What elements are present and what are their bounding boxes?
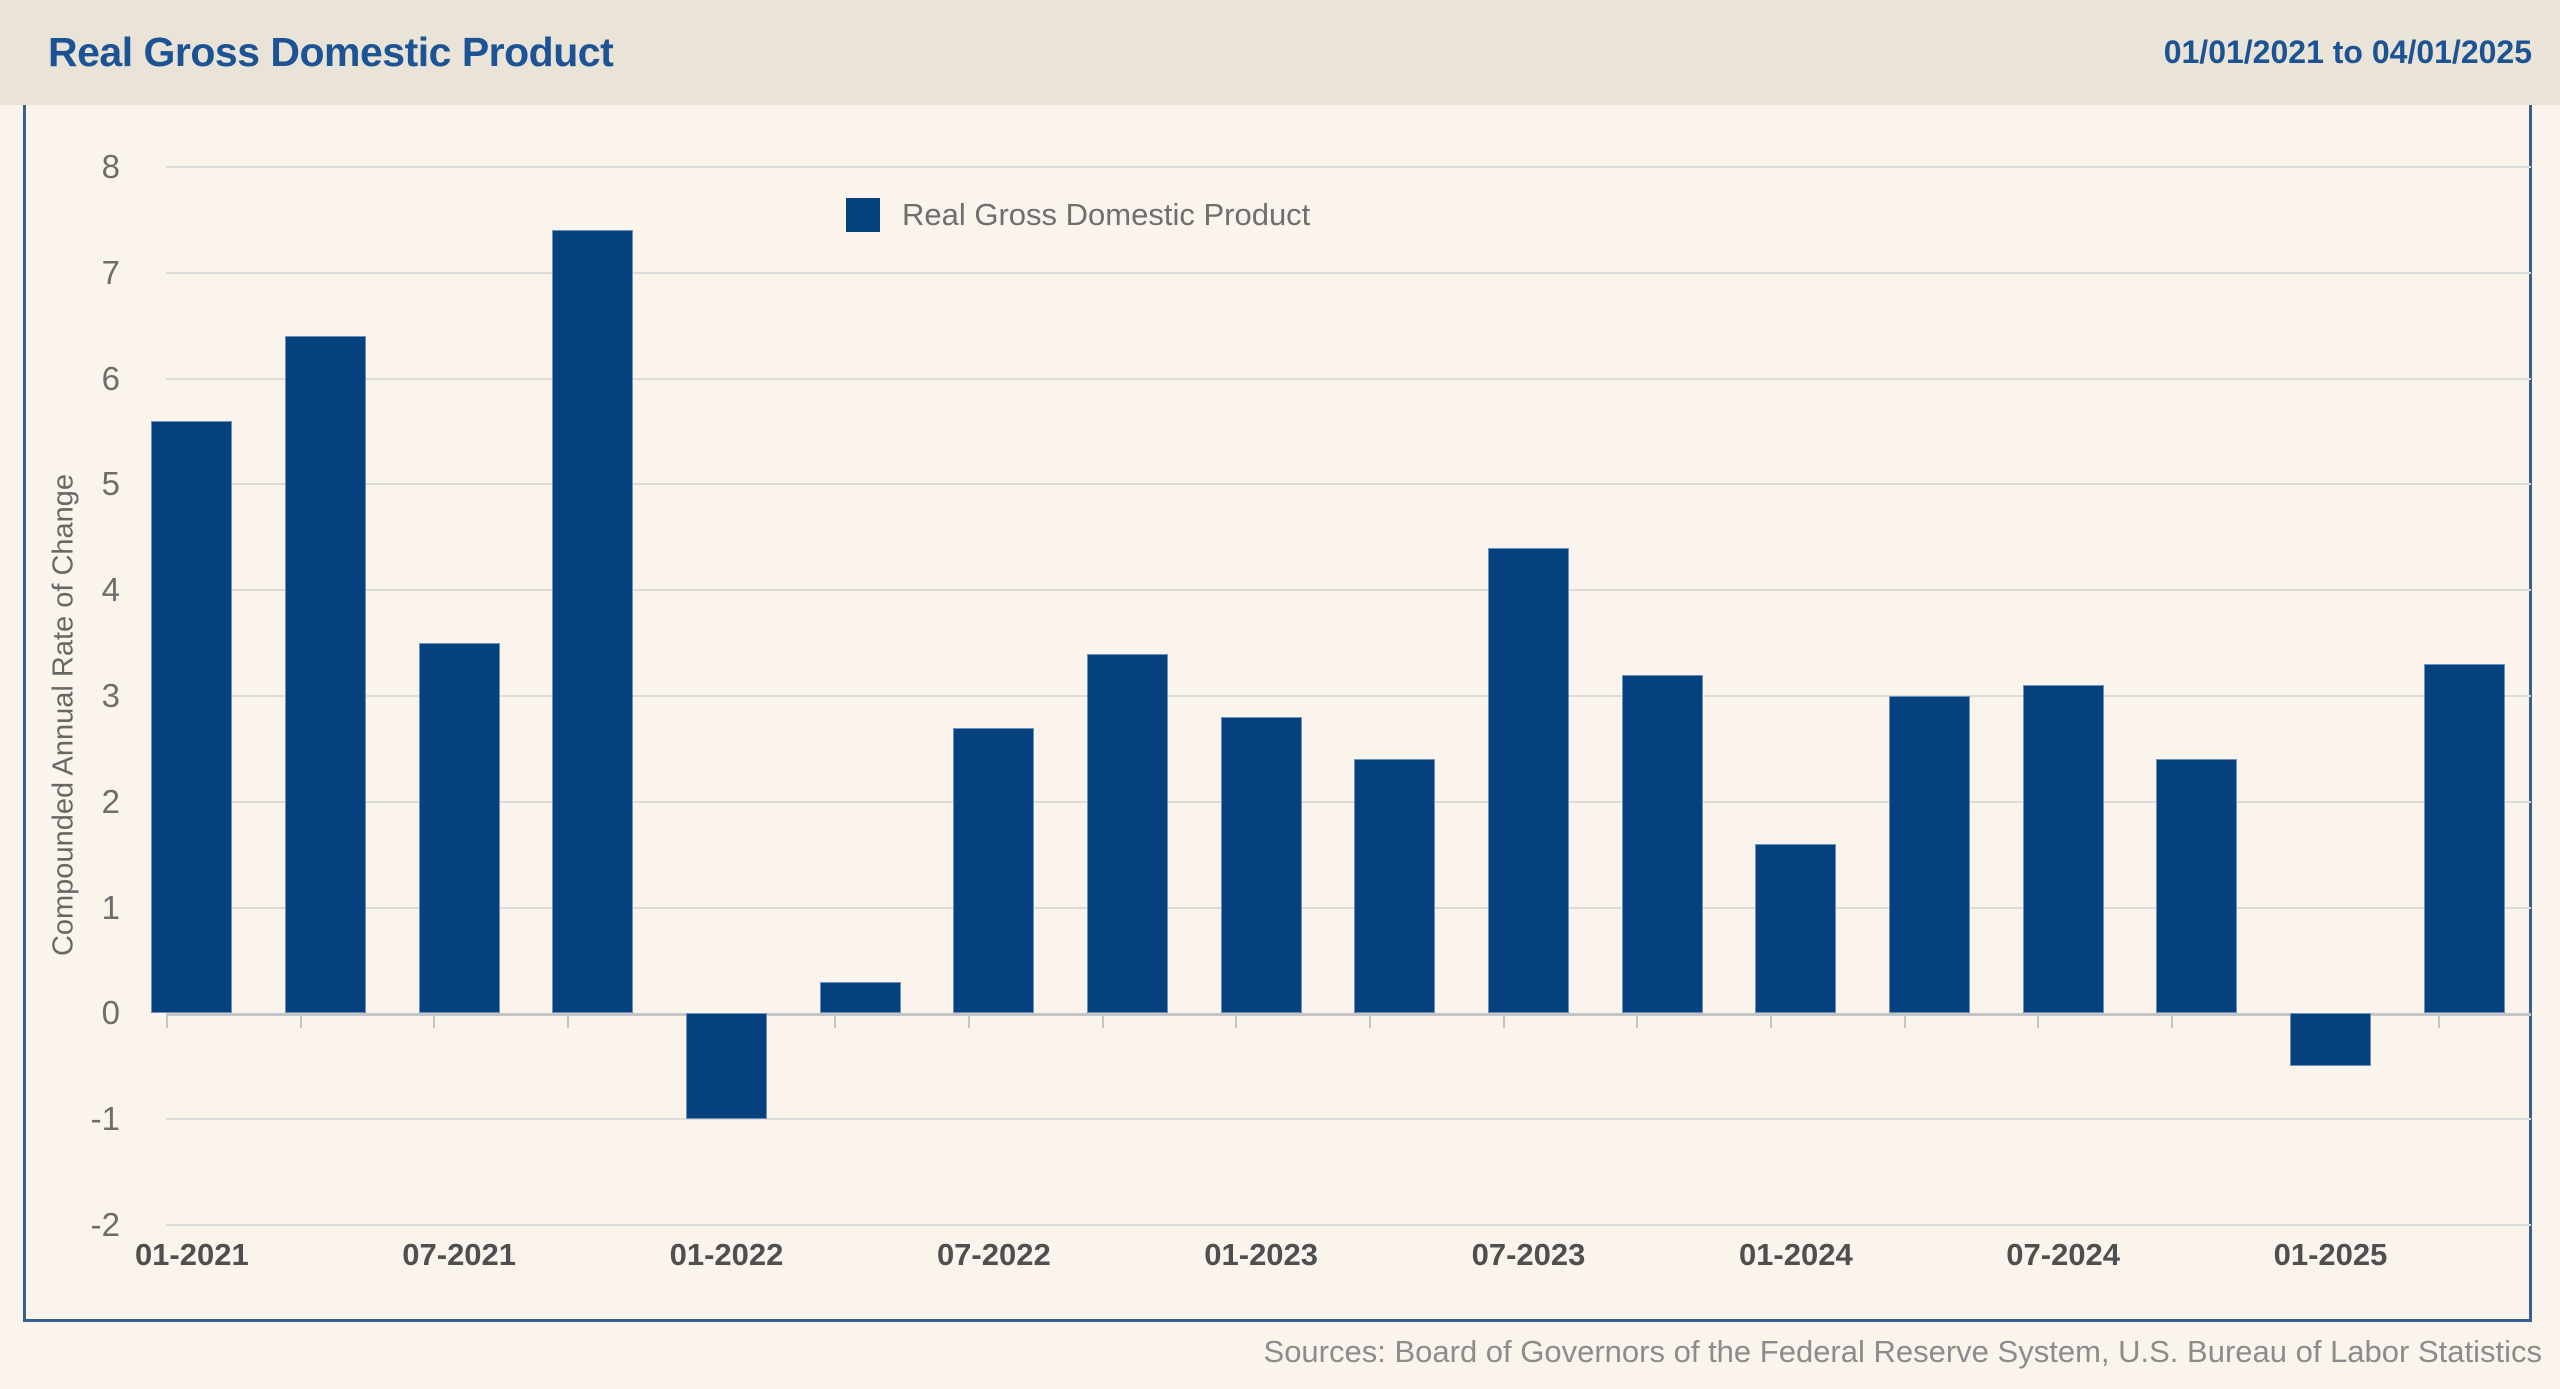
bar-10-2021[interactable] bbox=[552, 230, 634, 1014]
x-axis-tick bbox=[1235, 1013, 1238, 1029]
bar-07-2023[interactable] bbox=[1488, 547, 1569, 1014]
bar-04-2023[interactable] bbox=[1354, 759, 1436, 1014]
y-tick-label--1: -1 bbox=[90, 1100, 120, 1138]
x-axis-tick bbox=[166, 1013, 168, 1029]
legend-label: Real Gross Domestic Product bbox=[902, 197, 1311, 232]
gridline-3 bbox=[166, 695, 2531, 697]
bar-01-2021[interactable] bbox=[151, 420, 233, 1014]
x-axis-tick bbox=[834, 1013, 837, 1029]
plot-area bbox=[125, 166, 2531, 1226]
x-tick-label-07-2023: 07-2023 bbox=[1471, 1237, 1586, 1272]
x-axis-tick bbox=[2037, 1013, 2040, 1029]
gridline-4 bbox=[166, 589, 2531, 592]
x-axis-tick bbox=[1502, 1013, 1505, 1029]
y-tick-label-4: 4 bbox=[101, 571, 120, 609]
x-axis-tick bbox=[1101, 1013, 1104, 1029]
y-tick-label-0: 0 bbox=[101, 994, 120, 1032]
x-tick-label-01-2025: 01-2025 bbox=[2273, 1237, 2388, 1272]
x-tick-label-07-2024: 07-2024 bbox=[2006, 1237, 2121, 1272]
y-tick-label-1: 1 bbox=[101, 888, 120, 926]
x-axis-tick bbox=[1636, 1013, 1639, 1029]
gridline-7 bbox=[166, 271, 2531, 274]
sources-note: Sources: Board of Governors of the Feder… bbox=[1263, 1334, 2542, 1369]
x-axis-tick bbox=[2438, 1013, 2441, 1029]
x-tick-label-01-2021: 01-2021 bbox=[134, 1237, 249, 1272]
x-axis-tick bbox=[1770, 1013, 1772, 1029]
y-tick-label-5: 5 bbox=[101, 465, 120, 503]
bar-10-2022[interactable] bbox=[1087, 653, 1168, 1014]
bar-07-2024[interactable] bbox=[2022, 685, 2104, 1014]
chart-header: Real Gross Domestic Product 01/01/2021 t… bbox=[0, 0, 2560, 105]
x-axis-tick bbox=[1369, 1013, 1371, 1029]
bar-07-2021[interactable] bbox=[418, 643, 500, 1014]
gridline--2 bbox=[166, 1224, 2531, 1226]
y-tick-label-3: 3 bbox=[101, 677, 120, 714]
gridline-8 bbox=[166, 166, 2531, 168]
x-axis-tick bbox=[433, 1013, 436, 1029]
chart-title: Real Gross Domestic Product bbox=[48, 29, 614, 75]
bar-04-2022[interactable] bbox=[819, 981, 901, 1014]
x-tick-label-07-2022: 07-2022 bbox=[936, 1237, 1051, 1272]
x-tick-label-07-2021: 07-2021 bbox=[402, 1237, 517, 1272]
gridline--1 bbox=[166, 1118, 2531, 1121]
y-tick-label-7: 7 bbox=[101, 253, 120, 291]
gridline-1 bbox=[166, 906, 2531, 909]
gridline-5 bbox=[166, 483, 2531, 486]
bar-04-2025[interactable] bbox=[2423, 664, 2505, 1014]
legend-swatch bbox=[846, 198, 880, 232]
legend[interactable]: Real Gross Domestic Product bbox=[846, 197, 1310, 233]
x-axis-tick bbox=[299, 1013, 302, 1029]
y-tick-label--2: -2 bbox=[90, 1206, 120, 1243]
bar-01-2024[interactable] bbox=[1755, 844, 1837, 1014]
y-tick-label-8: 8 bbox=[101, 148, 120, 185]
y-tick-label-6: 6 bbox=[101, 359, 120, 397]
bar-01-2023[interactable] bbox=[1220, 717, 1302, 1014]
x-tick-label-01-2024: 01-2024 bbox=[1738, 1237, 1853, 1272]
bar-01-2022[interactable] bbox=[686, 1013, 767, 1120]
gridline-2 bbox=[166, 800, 2531, 803]
x-tick-label-01-2023: 01-2023 bbox=[1204, 1237, 1319, 1272]
bar-04-2021[interactable] bbox=[285, 336, 366, 1014]
bar-10-2024[interactable] bbox=[2156, 759, 2238, 1014]
x-tick-label-01-2022: 01-2022 bbox=[669, 1237, 784, 1272]
x-axis-line bbox=[166, 1013, 2531, 1017]
bar-07-2022[interactable] bbox=[953, 727, 1035, 1014]
gridline-6 bbox=[166, 377, 2531, 380]
x-axis-tick bbox=[2171, 1013, 2173, 1029]
x-axis-tick bbox=[567, 1013, 569, 1029]
chart-panel: Compounded Annual Rate of Change Real Gr… bbox=[23, 105, 2532, 1322]
x-axis-tick bbox=[1903, 1013, 1906, 1029]
x-axis-tick bbox=[968, 1013, 970, 1029]
bar-04-2024[interactable] bbox=[1889, 696, 1970, 1014]
y-tick-label-2: 2 bbox=[101, 782, 120, 820]
bar-01-2025[interactable] bbox=[2290, 1013, 2371, 1067]
bar-10-2023[interactable] bbox=[1621, 674, 1703, 1014]
date-range: 01/01/2021 to 04/01/2025 bbox=[2163, 34, 2532, 70]
